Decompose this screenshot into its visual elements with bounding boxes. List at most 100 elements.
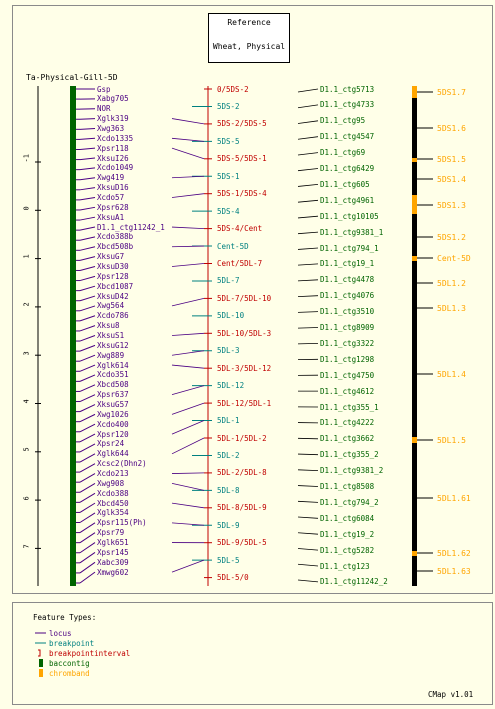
contig-label[interactable]: D1.1_ctg4547 <box>320 132 375 142</box>
breakpoint-label[interactable]: 5DL-10 <box>217 311 245 321</box>
breakpoint-interval-label[interactable]: 5DL-7/5DL-10 <box>217 293 272 303</box>
breakpoint-label[interactable]: 5DS-1 <box>217 171 240 181</box>
band-label[interactable]: 5DS1.5 <box>437 154 466 164</box>
band-label[interactable]: 5DL1.4 <box>437 369 466 379</box>
breakpoint-label[interactable]: 5DS-2 <box>217 101 240 111</box>
band-label[interactable]: 5DL1.3 <box>437 303 466 313</box>
locus-label[interactable]: Xcdo1335 <box>97 133 134 143</box>
locus-label[interactable]: Xbcd508 <box>97 380 129 390</box>
band-label[interactable]: 5DL1.61 <box>437 493 471 503</box>
locus-label[interactable]: XksuA1 <box>97 212 125 222</box>
breakpoint-label[interactable]: 5DL-12 <box>217 381 245 391</box>
locus-label[interactable]: Xglk651 <box>97 538 129 548</box>
locus-label[interactable]: Xglk319 <box>97 114 129 124</box>
breakpoint-label[interactable]: 5DL-9 <box>217 520 240 530</box>
locus-label[interactable]: Xcdo351 <box>97 370 129 380</box>
contig-label[interactable]: D1.1_ctg794_2 <box>320 497 379 507</box>
contig-label[interactable]: D1.1_ctg4222 <box>320 418 375 428</box>
locus-label[interactable]: Xcdo1049 <box>97 163 134 173</box>
breakpoint-interval-label[interactable]: 0/5DS-2 <box>217 84 249 94</box>
contig-label[interactable]: D1.1_ctg355_1 <box>320 402 379 412</box>
band-label[interactable]: 5DS1.6 <box>437 123 466 133</box>
breakpoint-interval-label[interactable]: 5DL-9/5DL-5 <box>217 538 267 548</box>
locus-label[interactable]: XksuG57 <box>97 400 129 410</box>
contig-label[interactable]: D1.1_ctg6429 <box>320 164 375 173</box>
breakpoint-label[interactable]: 5DL-8 <box>217 485 240 495</box>
locus-label[interactable]: Xcdo786 <box>97 311 129 321</box>
locus-label[interactable]: XksuS1 <box>97 331 125 340</box>
breakpoint-interval-label[interactable]: 5DS-5/5DS-1 <box>217 154 267 164</box>
contig-label[interactable]: D1.1_ctg11242_2 <box>320 577 388 587</box>
band-label[interactable]: 5DS1.3 <box>437 200 466 210</box>
breakpoint-label[interactable]: 5DL-2 <box>217 450 240 460</box>
locus-label[interactable]: Xbcd450 <box>97 498 129 508</box>
contig-label[interactable]: D1.1_ctg3662 <box>320 434 375 444</box>
band-label[interactable]: 5DL1.2 <box>437 278 466 288</box>
breakpoint-label[interactable]: 5DS-4 <box>217 206 240 216</box>
breakpoint-interval-label[interactable]: 5DS-1/5DS-4 <box>217 189 267 199</box>
locus-label[interactable]: Xglk354 <box>97 508 129 518</box>
contig-label[interactable]: D1.1_ctg8909 <box>320 323 375 332</box>
breakpoint-label[interactable]: 5DL-5 <box>217 555 240 565</box>
reference-box[interactable]: Reference Wheat, Physical <box>208 13 290 63</box>
locus-label[interactable]: XksuD16 <box>97 183 129 193</box>
band-label[interactable]: 5DS1.2 <box>437 232 466 242</box>
locus-label[interactable]: Xglk644 <box>97 449 129 459</box>
contig-label[interactable]: D1.1_ctg3322 <box>320 338 375 348</box>
scale-tick-label[interactable]: 3 <box>22 350 31 356</box>
contig-label[interactable]: D1.1_ctg5282 <box>320 545 375 555</box>
locus-label[interactable]: Xksu8 <box>97 321 120 331</box>
locus-label[interactable]: Xcdo388 <box>97 488 129 498</box>
breakpoint-interval-label[interactable]: 5DL-8/5DL-9 <box>217 503 267 513</box>
scale-tick-label[interactable]: 6 <box>22 495 31 501</box>
locus-label[interactable]: Xcsc2(Dhn2) <box>97 459 147 469</box>
locus-label[interactable]: NOR <box>97 104 111 114</box>
breakpoint-interval-label[interactable]: 5DL-5/0 <box>217 573 249 583</box>
locus-label[interactable]: Xwg419 <box>97 173 125 183</box>
contig-label[interactable]: D1.1_ctg3510 <box>320 307 375 317</box>
breakpoint-interval-label[interactable]: 5DL-1/5DL-2 <box>217 433 267 443</box>
scale-tick-label[interactable]: 0 <box>22 206 31 211</box>
locus-label[interactable]: Xpsr115(Ph) <box>97 518 147 528</box>
locus-label[interactable]: Xglk614 <box>97 360 129 370</box>
legend-label-chromband[interactable]: chromband <box>49 668 90 678</box>
contig-label[interactable]: D1.1_ctg5713 <box>320 84 375 94</box>
scale-tick-label[interactable]: 1 <box>22 254 31 259</box>
breakpoint-label[interactable]: Cent-5D <box>217 241 249 251</box>
band-label[interactable]: 5DL1.62 <box>437 548 471 558</box>
contig-label[interactable]: D1.1_ctg4612 <box>320 386 375 396</box>
scale-tick-label[interactable]: 4 <box>22 399 31 404</box>
locus-label[interactable]: Gsp <box>97 84 111 94</box>
map-title[interactable]: Ta-Physical-Gill-5D <box>26 73 118 82</box>
breakpoint-label[interactable]: 5DL-1 <box>217 416 240 426</box>
contig-label[interactable]: D1.1_ctg6084 <box>320 513 375 523</box>
locus-label[interactable]: XksuD30 <box>97 261 129 271</box>
contig-label[interactable]: D1.1_ctg4478 <box>320 275 375 285</box>
contig-label[interactable]: D1.1_ctg69 <box>320 148 366 158</box>
locus-label[interactable]: Xpsr637 <box>97 390 129 400</box>
locus-label[interactable]: Xwg1026 <box>97 409 129 419</box>
contig-label[interactable]: D1.1_ctg4750 <box>320 370 375 380</box>
locus-label[interactable]: Xpsr118 <box>97 143 129 153</box>
contig-label[interactable]: D1.1_ctg605 <box>320 179 370 189</box>
locus-label[interactable]: XksuI26 <box>97 153 129 163</box>
scale-tick-label[interactable]: 7 <box>22 544 31 549</box>
locus-label[interactable]: Xwg889 <box>97 350 125 360</box>
locus-label[interactable]: Xwg363 <box>97 123 125 133</box>
locus-label[interactable]: D1.1_ctg11242_1 <box>97 222 165 232</box>
contig-label[interactable]: D1.1_ctg4733 <box>320 100 375 110</box>
scale-tick-label[interactable]: -1 <box>22 153 31 162</box>
locus-label[interactable]: Xabg705 <box>97 94 129 104</box>
legend-label-breakpointinterval[interactable]: breakpointinterval <box>49 648 131 658</box>
breakpoint-label[interactable]: 5DL-3 <box>217 346 240 356</box>
breakpoint-interval-label[interactable]: 5DL-2/5DL-8 <box>217 468 267 478</box>
locus-label[interactable]: Xcdo213 <box>97 469 129 479</box>
contig-label[interactable]: D1.1_ctg95 <box>320 116 366 126</box>
breakpoint-interval-label[interactable]: Cent/5DL-7 <box>217 259 263 268</box>
locus-label[interactable]: Xabc309 <box>97 557 129 567</box>
breakpoint-interval-label[interactable]: 5DL-3/5DL-12 <box>217 363 272 373</box>
locus-label[interactable]: Xcdo388b <box>97 232 134 242</box>
contig-label[interactable]: D1.1_ctg19_1 <box>320 259 375 269</box>
legend-label-breakpoint[interactable]: breakpoint <box>49 638 95 648</box>
locus-label[interactable]: Xpsr79 <box>97 528 125 538</box>
